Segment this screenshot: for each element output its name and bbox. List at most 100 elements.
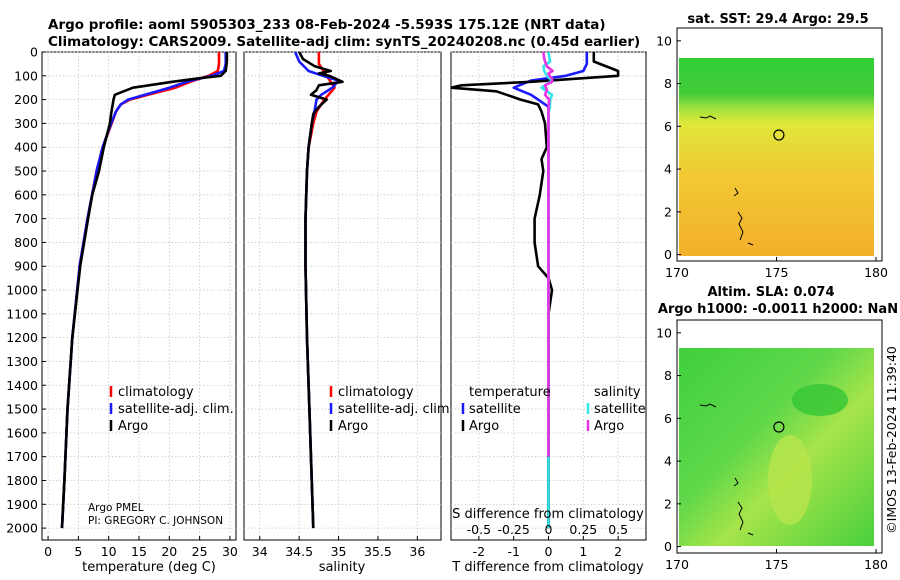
sst-argo-location-marker (773, 129, 785, 141)
difference-x-ticks: -2 -1 0 1 2 (473, 536, 622, 559)
figure-title-line1: Argo profile: aoml 5905303_233 08-Feb-20… (48, 17, 606, 33)
temperature-ytick-label-1000: 1000 (6, 283, 38, 298)
difference-legend-t-argo: Argo (469, 419, 499, 434)
difference-top-tick-label-1: -0.25 (498, 522, 530, 537)
difference-top-tick-label-3: 0.25 (569, 522, 597, 537)
salinity-x-label: salinity (319, 560, 366, 575)
sla-argo-location-marker (773, 421, 785, 433)
sla-map-coastline (699, 403, 754, 536)
temperature-xtick-label-1: 5 (74, 544, 82, 559)
temperature-ytick-label-1800: 1800 (6, 473, 38, 488)
sla-map-title: Altim. SLA: 0.074 (708, 285, 835, 300)
difference-x-label: T difference from climatology (451, 560, 644, 575)
difference-xtick-label-3: 1 (579, 544, 587, 559)
sst_map-xtick-label-2: 180 (864, 265, 888, 280)
salinity-legend-argo: Argo (338, 419, 368, 434)
salinity-xtick-label-4: 36 (409, 544, 425, 559)
sst_map-ytick-label-4: 8 (664, 76, 672, 91)
temperature-panel: 0 5 10 15 20 25 30 0 100 200 300 400 500 600 700 800 90… (6, 45, 238, 576)
salinity-grid (244, 51, 441, 540)
temperature-y-ticks: 0 100 200 300 400 500 600 700 800 900 1000 1100 1200… (6, 45, 46, 536)
sst-map-coastline (699, 115, 754, 246)
temperature-plot-frame (41, 51, 237, 541)
credit-line2: PI: GREGORY C. JOHNSON (88, 515, 223, 527)
temperature-xtick-label-0: 0 (44, 544, 52, 559)
temperature-ytick-label-1100: 1100 (6, 306, 38, 321)
temperature-legend: climatology satellite-adj. clim. Argo (109, 385, 234, 434)
sst-map-y-ticks: 0 2 4 6 8 10 (656, 33, 681, 262)
difference-top-tick-labels: -0.5 -0.25 0 0.25 0.5 (467, 522, 628, 537)
temperature-xtick-label-3: 15 (131, 544, 147, 559)
salinity-xtick-label-1: 34.5 (285, 544, 313, 559)
salinity-xtick-label-2: 35 (331, 544, 347, 559)
temperature-ytick-label-1200: 1200 (6, 330, 38, 345)
temperature-grid (42, 51, 236, 540)
temperature-ytick-label-900: 900 (14, 259, 38, 274)
difference-legend-s-argo: Argo (594, 419, 624, 434)
salinity-legend-climatology: climatology (338, 385, 414, 400)
sst_map-ytick-label-1: 2 (664, 204, 672, 219)
difference-grid (451, 51, 646, 540)
difference-xtick-label-1: -1 (507, 544, 519, 559)
figure-title-line2: Climatology: CARS2009. Satellite-adj cli… (48, 34, 640, 50)
temperature-xtick-label-2: 10 (101, 544, 117, 559)
temperature-xtick-label-5: 25 (192, 544, 208, 559)
temperature-ytick-label-1300: 1300 (6, 354, 38, 369)
sst-map-title: sat. SST: 29.4 Argo: 29.5 (687, 12, 868, 27)
temperature-ytick-label-1600: 1600 (6, 425, 38, 440)
temperature-ytick-label-1900: 1900 (6, 497, 38, 512)
temperature-ytick-label-200: 200 (14, 92, 38, 107)
temperature-x-label: temperature (deg C) (82, 560, 216, 575)
sst_map-ytick-label-0: 0 (664, 247, 672, 262)
difference-series-salinity-argo (542, 52, 555, 457)
salinity-xtick-label-0: 34 (252, 544, 268, 559)
imos-timestamp: ©IMOS 13-Feb-2024 11:39:40 (884, 346, 899, 534)
sla_map-xtick-label-0: 170 (665, 557, 689, 572)
sla_map-ytick-label-4: 8 (664, 368, 672, 383)
difference-legend-salinity-title: salinity (594, 385, 641, 400)
temperature-ytick-label-500: 500 (14, 164, 38, 179)
sla-map-high-anomaly (768, 435, 812, 525)
sla-map-panel: Altim. SLA: 0.074 Argo h1000: -0.0011 h2… (656, 285, 898, 572)
sst-map-x-ticks: 170 175 180 (665, 257, 888, 280)
temperature-ytick-label-1400: 1400 (6, 378, 38, 393)
salinity-legend: climatology satellite-adj. clim. Argo (329, 385, 454, 434)
sla-map-subtitle: Argo h1000: -0.0011 h2000: NaN (658, 302, 898, 317)
temperature-ytick-label-600: 600 (14, 187, 38, 202)
difference-legend-temperature-title: temperature (469, 385, 551, 400)
sla_map-ytick-label-0: 0 (664, 539, 672, 554)
temperature-xtick-label-4: 20 (161, 544, 177, 559)
sla_map-ytick-label-3: 6 (664, 411, 672, 426)
sst-map-panel: sat. SST: 29.4 Argo: 29.5 170 175 180 0 2 4 6… (656, 12, 888, 280)
credit-line1: Argo PMEL (88, 502, 144, 514)
difference-legend-t-satellite: satellite (469, 402, 521, 417)
temperature-ytick-label-2000: 2000 (6, 521, 38, 536)
salinity-legend-satellite: satellite-adj. clim. (338, 402, 454, 417)
sla_map-ytick-label-2: 4 (664, 454, 672, 469)
salinity-xtick-label-3: 35.5 (364, 544, 392, 559)
temperature-ytick-label-0: 0 (30, 45, 38, 60)
temperature-ytick-label-700: 700 (14, 211, 38, 226)
temperature-ytick-label-1700: 1700 (6, 449, 38, 464)
temperature-x-ticks: 0 5 10 15 20 25 30 (44, 536, 238, 559)
difference-top-tick-label-0: -0.5 (467, 522, 491, 537)
temperature-ytick-label-800: 800 (14, 235, 38, 250)
sst_map-xtick-label-0: 170 (665, 265, 689, 280)
sst_map-ytick-label-5: 10 (656, 33, 672, 48)
sst_map-ytick-label-3: 6 (664, 119, 672, 134)
temperature-series (60, 52, 229, 529)
temperature-legend-satellite: satellite-adj. clim. (118, 402, 234, 417)
difference-top-tick-label-4: 0.5 (608, 522, 628, 537)
sla_map-xtick-label-2: 180 (864, 557, 888, 572)
sla_map-ytick-label-5: 10 (656, 325, 672, 340)
difference-top-tick-label-2: 0 (545, 522, 553, 537)
difference-xtick-label-0: -2 (473, 544, 485, 559)
difference-legend-s-satellite: satellite (594, 402, 646, 417)
sla-map-x-ticks: 170 175 180 (665, 549, 888, 572)
salinity-series (294, 52, 344, 529)
temperature-series-argo (60, 52, 229, 529)
sla_map-xtick-label-1: 175 (765, 557, 789, 572)
difference-panel: -2 -1 0 1 2 -0.5 -0.25 0 0.25 0.5 S difference f… (450, 51, 647, 575)
sla-map-low-anomaly (792, 384, 848, 416)
